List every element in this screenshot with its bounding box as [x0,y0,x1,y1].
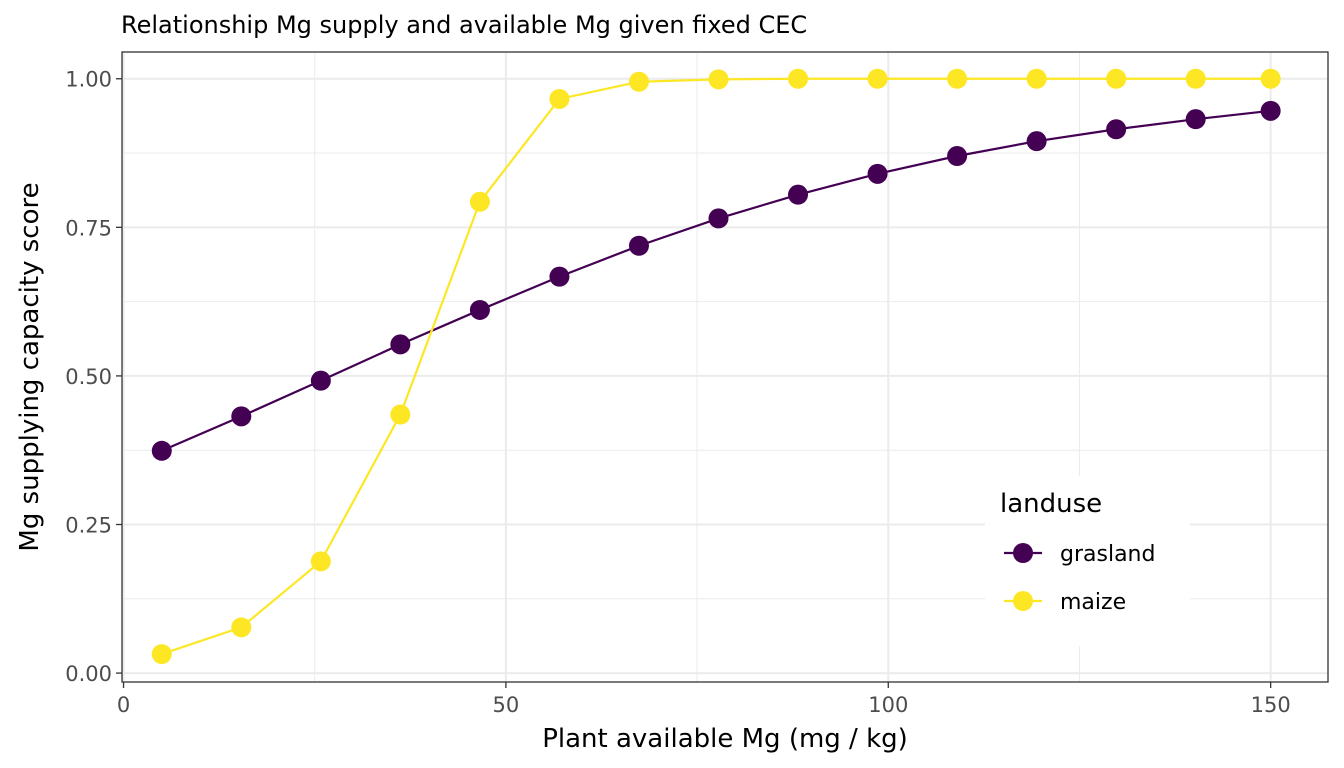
data-point-grasland [549,266,570,287]
x-tick-label: 150 [1251,693,1291,717]
data-point-grasland [310,370,331,391]
data-point-grasland [231,406,252,427]
legend-key-point [1013,591,1033,611]
x-tick-label: 50 [493,693,520,717]
data-point-grasland [708,208,729,229]
data-point-maize [310,551,331,572]
data-point-grasland [1260,100,1281,121]
data-point-maize [867,68,888,89]
data-point-grasland [788,184,809,205]
data-point-maize [390,404,411,425]
data-point-maize [549,88,570,109]
data-point-maize [231,617,252,638]
x-tick-label: 100 [868,693,908,717]
panel-border [121,51,1329,683]
data-point-grasland [628,235,649,256]
y-axis: 0.00 0.25 0.50 0.75 1.00 [65,68,122,686]
data-point-maize [1026,68,1047,89]
data-point-maize [1106,68,1127,89]
legend-title: landuse [1000,489,1102,519]
data-point-grasland [469,299,490,320]
y-tick-label: 0.00 [65,662,112,686]
x-axis-title: Plant available Mg (mg / kg) [542,724,908,754]
y-tick-label: 0.75 [65,216,112,240]
x-tick-label: 0 [117,693,130,717]
chart-title: Relationship Mg supply and available Mg … [121,11,807,39]
x-axis: 0 50 100 150 [117,682,1291,717]
y-tick-label: 1.00 [65,68,112,92]
data-point-grasland [1026,131,1047,152]
y-tick-label: 0.50 [65,365,112,389]
data-point-maize [469,191,490,212]
data-point-maize [788,68,809,89]
data-point-maize [151,644,172,665]
data-point-maize [1185,68,1206,89]
legend-key-point [1013,543,1033,563]
legend-label: grasland [1060,542,1155,567]
legend: landuse grasland maize [985,476,1190,646]
data-point-maize [947,68,968,89]
series-layer [151,68,1281,665]
data-point-grasland [1185,109,1206,130]
data-point-grasland [1106,119,1127,140]
grid-minor [122,52,1328,682]
data-point-grasland [390,334,411,355]
y-axis-title: Mg supplying capacity score [15,182,45,551]
data-point-maize [708,69,729,90]
legend-items: grasland maize [1004,542,1155,615]
series-line-grasland [161,109,1271,452]
data-point-grasland [151,440,172,461]
data-point-grasland [867,163,888,184]
data-point-grasland [947,146,968,167]
data-point-maize [628,71,649,92]
y-tick-label: 0.25 [65,514,112,538]
data-point-maize [1260,68,1281,89]
legend-label: maize [1060,590,1126,615]
